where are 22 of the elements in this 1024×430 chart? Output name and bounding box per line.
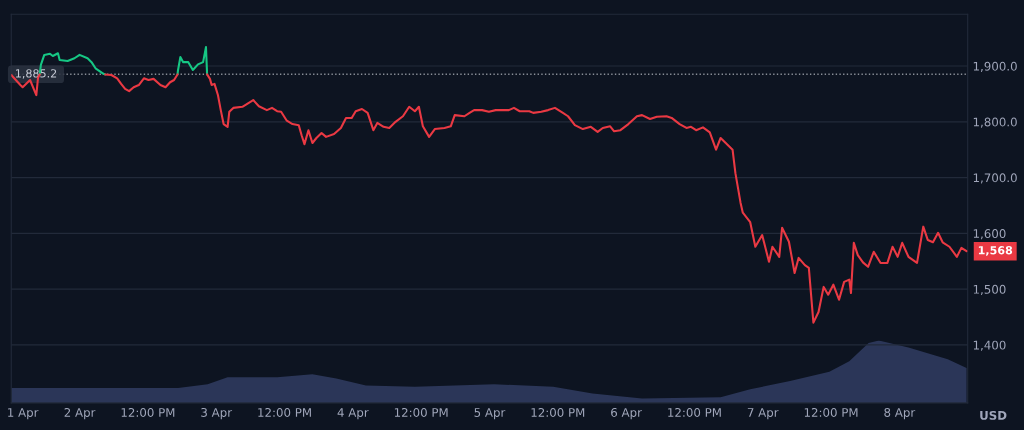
- x-tick-label: 12:00 PM: [668, 407, 721, 417]
- x-tick-label: 12:00 PM: [258, 407, 311, 417]
- x-tick-label: 12:00 PM: [394, 407, 448, 417]
- x-tick-label: 5 Apr: [474, 408, 506, 420]
- y-tick-label: 1,600: [973, 229, 1006, 240]
- x-tick-label: 4 Apr: [337, 408, 369, 420]
- y-tick-label: 1,400: [973, 340, 1006, 351]
- x-tick-label: 7 Apr: [747, 408, 779, 420]
- x-tick-label: 12:00 PM: [531, 407, 585, 417]
- y-axis-title: USD: [980, 410, 1007, 420]
- x-tick-label: 2 Apr: [64, 407, 96, 420]
- x-tick-label: 12:00 PM: [121, 407, 175, 417]
- x-tick-label: 8 Apr: [884, 407, 916, 420]
- x-tick-label: 1 Apr: [8, 408, 39, 420]
- y-tick-label: 1,800.0: [973, 117, 1017, 128]
- y-tick-label: 1,700.0: [973, 173, 1017, 184]
- x-tick-label: 6 Apr: [611, 407, 642, 420]
- annotation: 1,568: [978, 246, 1013, 256]
- x-tick-label: 3 Apr: [201, 407, 233, 420]
- y-tick-label: 1,500: [973, 284, 1006, 295]
- y-tick-label: 1,900.0: [973, 61, 1017, 72]
- x-tick-label: 12:00 PM: [804, 407, 858, 417]
